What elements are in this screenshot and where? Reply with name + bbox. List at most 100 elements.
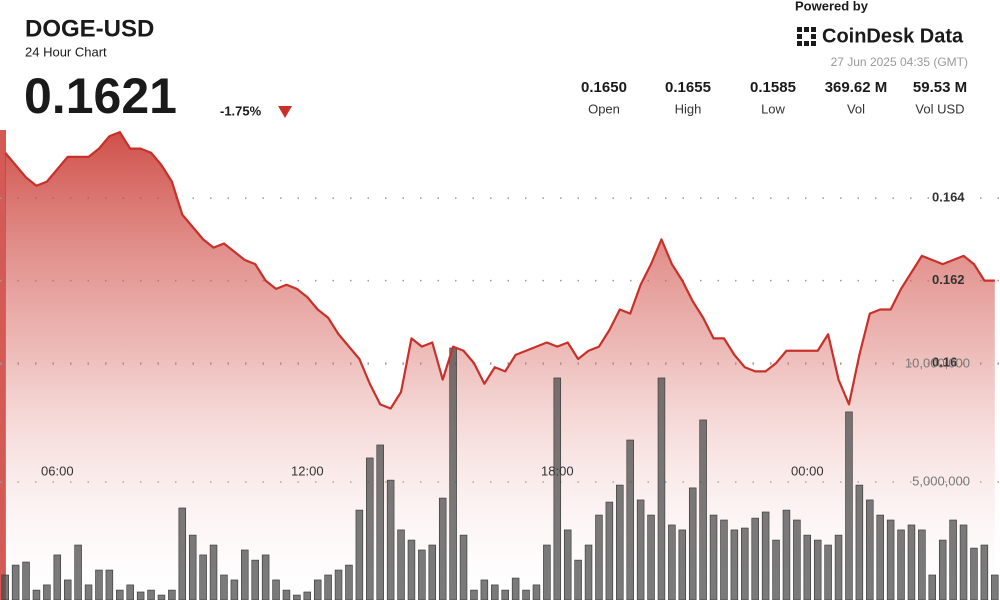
volume-bar (251, 559, 259, 600)
y2-tick-label: 5,000,000 (912, 473, 970, 488)
volume-bar (449, 347, 457, 600)
timestamp: 27 Jun 2025 04:35 (GMT) (831, 55, 968, 69)
down-arrow (278, 106, 292, 118)
volume-bar (220, 574, 228, 600)
x-tick-label: 12:00 (291, 463, 324, 478)
volume-bar (532, 584, 541, 600)
volume-bar (53, 554, 62, 600)
volume-bar (907, 524, 916, 600)
volume-bar (636, 499, 645, 600)
stat-value: 369.62 M (825, 79, 888, 96)
volume-bar (886, 519, 895, 600)
volume-bar (720, 519, 728, 600)
volume-bar (959, 524, 968, 600)
title: DOGE-USD (25, 15, 154, 42)
volume-bar (741, 527, 749, 600)
volume-bar (824, 544, 832, 600)
subtitle: 24 Hour Chart (25, 44, 107, 59)
volume-bar (418, 549, 426, 600)
volume-bar (584, 544, 593, 600)
volume-bar (574, 559, 582, 600)
stat-label: Vol USD (915, 101, 964, 116)
volume-bar (230, 579, 239, 600)
volume-bar (178, 507, 187, 600)
volume-bar (261, 554, 270, 600)
volume-bar (355, 509, 364, 600)
volume-bar (553, 377, 562, 600)
volume-bar (751, 517, 759, 600)
volume-bar (563, 529, 572, 600)
y-tick-label: 0.16 (932, 355, 957, 370)
volume-bar (491, 584, 499, 600)
volume-bar (438, 497, 447, 600)
volume-bar (688, 487, 697, 600)
logo-icon (797, 27, 816, 46)
stat-value: 0.1585 (750, 79, 796, 96)
volume-bar (188, 534, 197, 600)
volume-bar (459, 534, 468, 600)
x-tick-label: 00:00 (791, 463, 824, 478)
volume-bar (647, 514, 655, 600)
volume-bar (105, 569, 114, 600)
volume-bar (595, 514, 603, 600)
stats: 0.1650 Open 0.1655 High 0.1585 Low 369.62 M Vol… (581, 79, 967, 116)
volume-bar (407, 539, 416, 600)
volume-bar (834, 534, 843, 600)
x-tick-label: 18:00 (541, 463, 574, 478)
stat-label: Low (761, 101, 785, 116)
volume-bar (116, 589, 124, 600)
volume-bar (241, 549, 249, 600)
volume-bar (845, 411, 853, 600)
volume-bar (32, 589, 41, 600)
volume-bar (209, 544, 218, 600)
volume-bar (991, 574, 999, 600)
volume-bar (293, 594, 301, 600)
volume-bar (970, 547, 978, 600)
change: -1.75% (220, 103, 262, 118)
stat-label: Open (588, 101, 620, 116)
volume-bar (668, 524, 676, 600)
volume-bar (428, 544, 437, 600)
volume-bar (605, 501, 614, 600)
volume-bar (761, 511, 770, 600)
stat-value: 59.53 M (913, 79, 967, 96)
stat-label: Vol (847, 101, 865, 116)
volume-bar (345, 564, 353, 600)
volume-bar (522, 589, 530, 600)
volume-bar (813, 539, 822, 600)
x-tick-label: 06:00 (41, 463, 74, 478)
volume-bar (793, 519, 801, 600)
volume-bar (199, 554, 207, 600)
volume-bar (126, 584, 134, 600)
volume-bar (730, 529, 739, 600)
volume-bar (782, 509, 791, 600)
volume-bar (11, 564, 20, 600)
volume-bar (616, 484, 624, 600)
volume-bar (397, 529, 405, 600)
volume-bar (480, 579, 489, 600)
edge (0, 130, 6, 600)
volume-bar (147, 589, 155, 600)
volume-bar (980, 544, 989, 600)
volume-bar (136, 591, 145, 600)
price-area (5, 132, 995, 600)
volume-bar (303, 591, 312, 600)
stat-value: 0.1655 (665, 79, 711, 96)
volume-bar (918, 529, 926, 600)
volume-bar (772, 539, 780, 600)
volume-bar (876, 514, 884, 600)
volume-bar (376, 444, 384, 600)
volume-bar (95, 569, 103, 600)
volume-bar (709, 514, 718, 600)
volume-bar (334, 569, 343, 600)
y2-tick-label: 10,000,000 (905, 355, 970, 370)
volume-bar (866, 499, 874, 600)
brand: CoinDesk Data (822, 25, 964, 47)
powered-by: Powered by (795, 0, 869, 13)
volume-bar (928, 574, 937, 600)
volume-bar (168, 589, 176, 600)
volume-bar (43, 584, 51, 600)
volume-bar (657, 377, 666, 600)
